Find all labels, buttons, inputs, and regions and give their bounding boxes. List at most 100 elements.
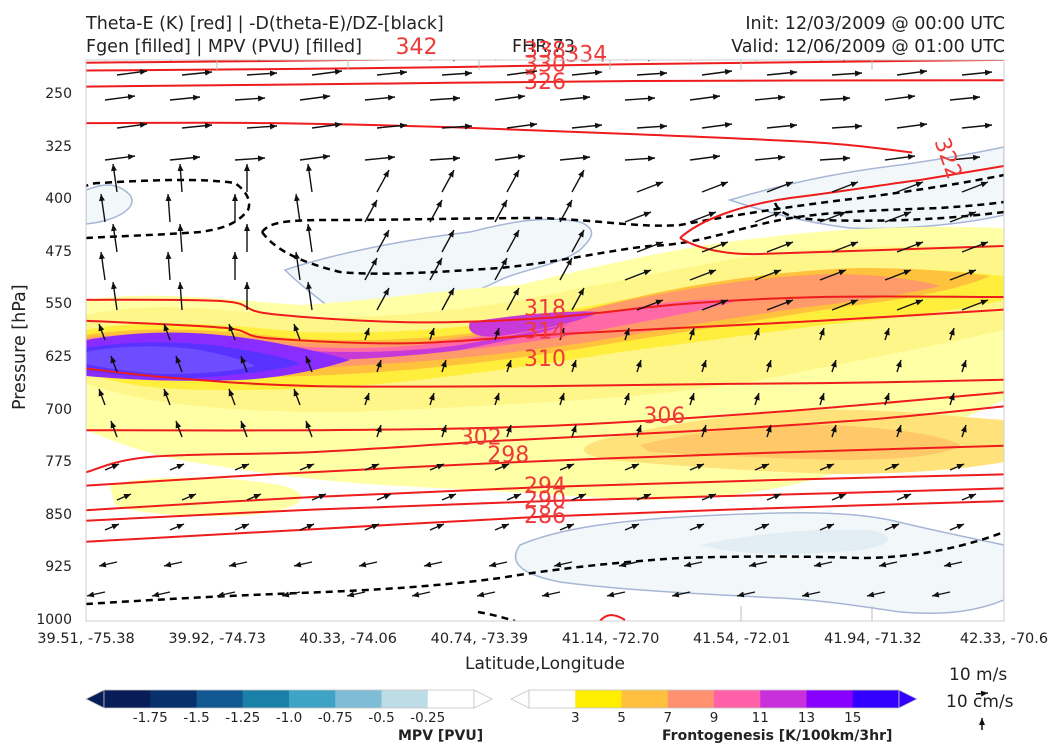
wind-vector bbox=[571, 122, 603, 129]
colorbar-tick-label: 15 bbox=[844, 710, 862, 726]
theta-e-label: 318 bbox=[524, 297, 566, 322]
wind-vector bbox=[234, 523, 250, 531]
colorbar-swatch bbox=[806, 690, 854, 708]
wind-vector bbox=[441, 229, 455, 253]
reference-horizontal-label: 10 m/s bbox=[949, 665, 1008, 685]
wind-vector bbox=[571, 229, 585, 253]
wind-vector bbox=[766, 122, 798, 129]
wind-vector bbox=[624, 523, 640, 531]
wind-vector bbox=[765, 424, 772, 438]
wind-vector bbox=[494, 257, 508, 281]
x-tick-label: 40.33, -74.06 bbox=[299, 631, 398, 647]
wind-vector bbox=[116, 68, 148, 76]
wind-vector bbox=[98, 561, 118, 568]
wind-vector bbox=[896, 68, 928, 76]
wind-vector bbox=[311, 68, 343, 76]
wind-vector bbox=[636, 299, 664, 311]
wind-vector bbox=[961, 122, 993, 129]
wind-vector bbox=[363, 392, 370, 406]
wind-vectors bbox=[86, 60, 993, 598]
wind-vector bbox=[364, 154, 396, 161]
theta-e-contour bbox=[86, 405, 1004, 474]
wind-vector bbox=[494, 523, 510, 531]
wind-vector bbox=[495, 60, 501, 61]
wind-vector bbox=[505, 424, 512, 438]
theta-e-contour bbox=[86, 121, 913, 154]
wind-vector bbox=[246, 123, 278, 130]
fgen-colorbar-arrow-left bbox=[510, 689, 530, 709]
wind-vector bbox=[671, 591, 691, 598]
wind-vector bbox=[493, 327, 500, 341]
wind-vector bbox=[294, 251, 301, 281]
frontogenesis-colorbar bbox=[510, 689, 918, 709]
wind-vector bbox=[506, 229, 520, 253]
wind-vector bbox=[306, 163, 313, 193]
wind-vector bbox=[363, 327, 370, 341]
colorbar-swatch bbox=[575, 690, 622, 708]
wind-vector bbox=[559, 154, 591, 161]
colorbar-swatch bbox=[852, 690, 900, 708]
wind-vector bbox=[690, 60, 696, 61]
dthetae-dz-contours bbox=[86, 173, 1004, 621]
theta-e-label: 306 bbox=[643, 404, 685, 429]
x-tick-label: 41.14, -72.70 bbox=[561, 631, 660, 647]
wind-vector bbox=[411, 591, 431, 598]
wind-vector bbox=[177, 163, 184, 193]
theta-e-label: 310 bbox=[524, 347, 566, 372]
wind-vector bbox=[541, 591, 561, 598]
wind-vector bbox=[606, 591, 626, 598]
wind-vector bbox=[163, 388, 171, 406]
wind-vector bbox=[819, 95, 851, 102]
init-time: Init: 12/03/2009 @ 00:00 UTC bbox=[745, 14, 1005, 34]
wind-vector bbox=[494, 199, 508, 223]
wind-vector bbox=[111, 281, 118, 311]
wind-vector bbox=[819, 155, 851, 162]
wind-vector bbox=[306, 281, 313, 311]
y-tick-label: 700 bbox=[45, 401, 72, 418]
wind-vector bbox=[181, 69, 213, 76]
wind-vector bbox=[281, 591, 301, 598]
wind-vector bbox=[376, 229, 390, 253]
x-axis-label: Latitude,Longitude bbox=[465, 654, 625, 674]
wind-vector bbox=[623, 327, 630, 341]
theta-e-contour bbox=[679, 165, 1004, 239]
colorbar-swatch bbox=[196, 690, 244, 708]
theta-e-contour bbox=[599, 614, 626, 621]
wind-vector bbox=[429, 199, 443, 223]
wind-vector bbox=[895, 424, 902, 438]
colorbar-swatch bbox=[760, 690, 807, 708]
wind-vector bbox=[440, 424, 447, 438]
wind-vector bbox=[813, 561, 833, 568]
wind-vector bbox=[163, 323, 171, 341]
wind-vector bbox=[99, 251, 106, 281]
y-tick-label: 625 bbox=[45, 349, 72, 365]
wind-vector bbox=[559, 463, 575, 471]
wind-vector bbox=[240, 355, 248, 373]
wind-vector bbox=[429, 523, 445, 531]
wind-vector bbox=[960, 424, 967, 438]
wind-vector bbox=[169, 154, 201, 161]
wind-vector bbox=[559, 257, 573, 281]
wind-vector bbox=[181, 493, 197, 501]
wind-vector bbox=[506, 493, 522, 501]
wind-vector bbox=[830, 424, 837, 438]
theta-e-label: 302 bbox=[460, 426, 502, 451]
wind-vector bbox=[949, 211, 977, 223]
theta-e-label: 334 bbox=[565, 43, 607, 68]
wind-vector bbox=[624, 463, 640, 471]
theta-e-contour bbox=[86, 391, 1004, 432]
wind-vector bbox=[689, 211, 717, 223]
wind-vector bbox=[700, 424, 707, 438]
wind-vector bbox=[293, 323, 301, 341]
wind-vector bbox=[831, 493, 847, 501]
wind-vector bbox=[216, 591, 236, 598]
wind-vector bbox=[177, 281, 184, 311]
wind-vector bbox=[177, 223, 184, 253]
wind-vector bbox=[701, 299, 729, 311]
colorbar-swatch bbox=[667, 690, 715, 708]
wind-vector bbox=[636, 241, 664, 253]
wind-vector bbox=[165, 251, 172, 281]
wind-vector bbox=[831, 241, 859, 253]
colorbar-tick-label: -0.25 bbox=[410, 710, 446, 726]
x-tick-label: 40.74, -73.39 bbox=[430, 631, 529, 647]
